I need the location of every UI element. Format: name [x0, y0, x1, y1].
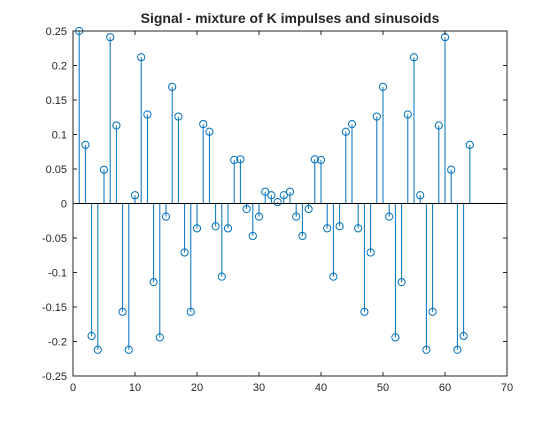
y-tick-label: -0.1 — [48, 268, 67, 280]
y-tick-label: -0.05 — [42, 233, 67, 245]
x-tick-label: 50 — [377, 382, 389, 394]
x-tick-label: 0 — [70, 382, 76, 394]
y-tick-label: 0.15 — [46, 95, 67, 107]
x-tick-label: 30 — [253, 382, 265, 394]
chart-title: Signal - mixture of K impulses and sinus… — [141, 10, 440, 26]
y-tick-label: -0.15 — [42, 302, 67, 314]
y-tick-label: 0.1 — [52, 130, 67, 142]
y-tick-label: 0.2 — [52, 61, 67, 73]
y-tick-label: -0.25 — [42, 371, 67, 383]
x-tick-label: 40 — [315, 382, 327, 394]
y-tick-label: 0.25 — [46, 26, 67, 38]
y-tick-label: 0 — [61, 199, 67, 211]
y-tick-label: 0.05 — [46, 164, 67, 176]
x-tick-label: 20 — [191, 382, 203, 394]
x-tick-label: 60 — [439, 382, 451, 394]
x-tick-label: 10 — [129, 382, 141, 394]
x-tick-label: 70 — [501, 382, 513, 394]
y-tick-label: -0.2 — [48, 337, 67, 349]
